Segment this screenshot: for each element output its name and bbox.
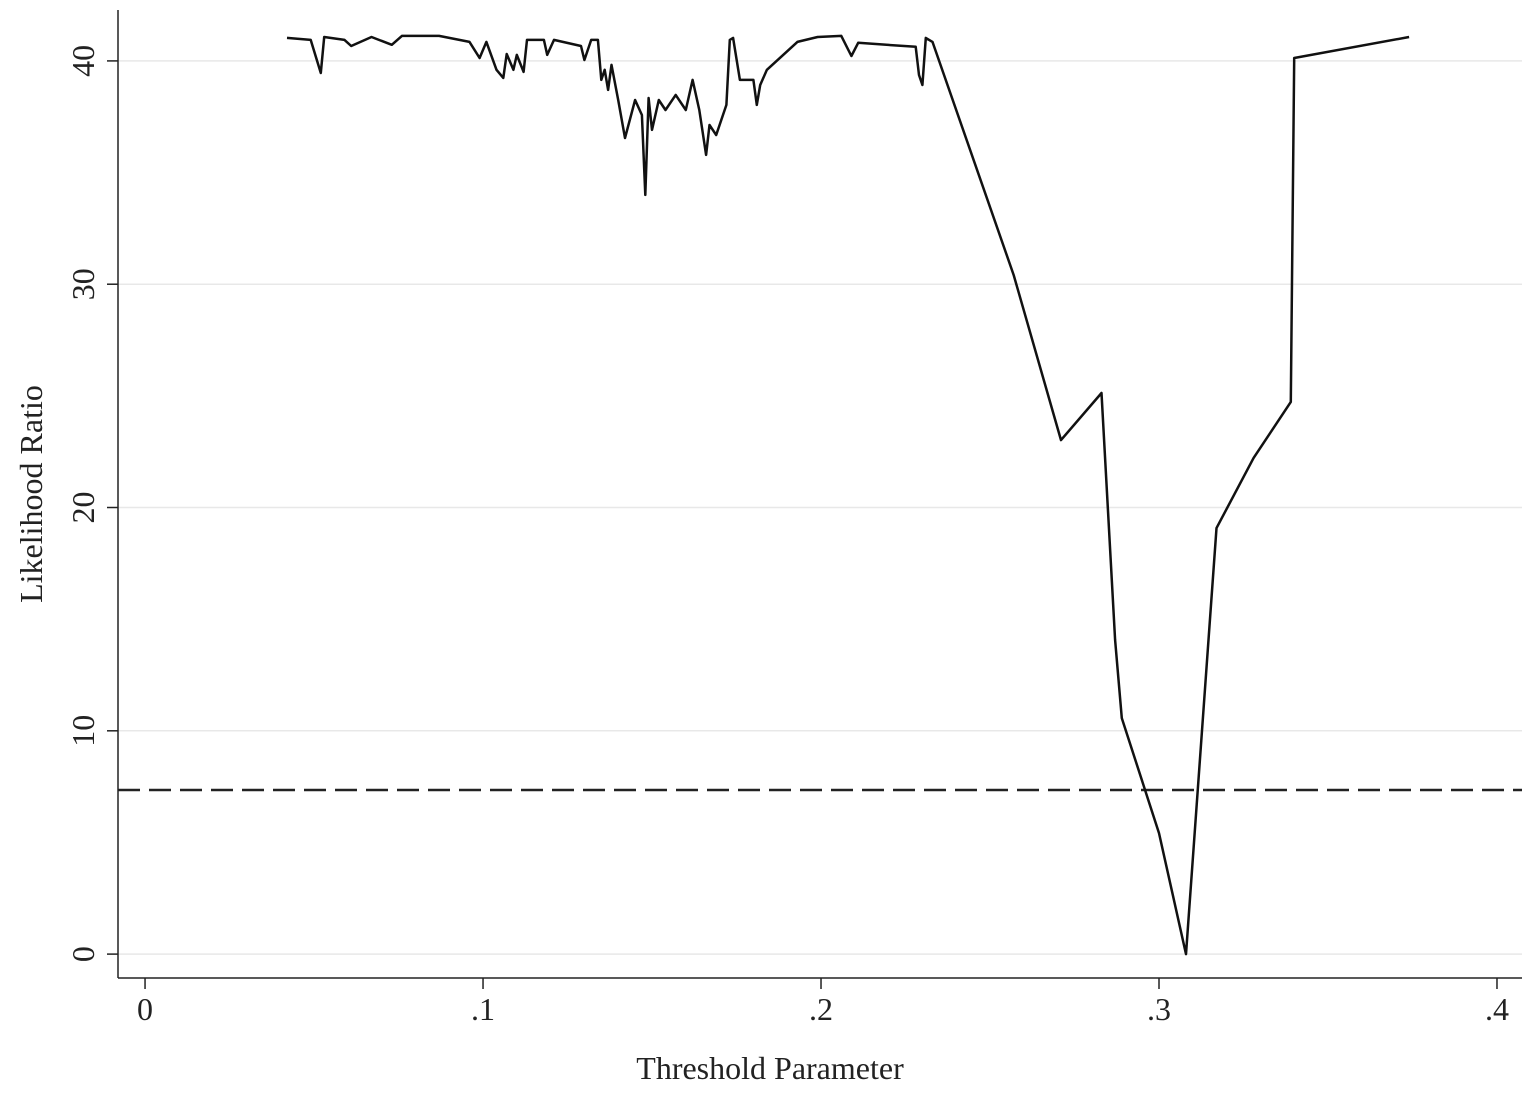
y-tick-label: 0 (65, 946, 101, 962)
y-axis-label: Likelihood Ratio (13, 385, 49, 603)
y-tick-label: 10 (65, 715, 101, 747)
y-tick-label: 40 (65, 45, 101, 77)
x-tick-label: .2 (809, 991, 833, 1027)
x-tick-label: 0 (137, 991, 153, 1027)
x-axis-label: Threshold Parameter (636, 1050, 904, 1086)
data-line (286, 34, 1410, 956)
x-tick-label: .3 (1147, 991, 1171, 1027)
y-tick-label: 30 (65, 268, 101, 300)
x-tick-label: .1 (471, 991, 495, 1027)
y-tick-label: 20 (65, 492, 101, 524)
x-tick-label: .4 (1485, 991, 1509, 1027)
